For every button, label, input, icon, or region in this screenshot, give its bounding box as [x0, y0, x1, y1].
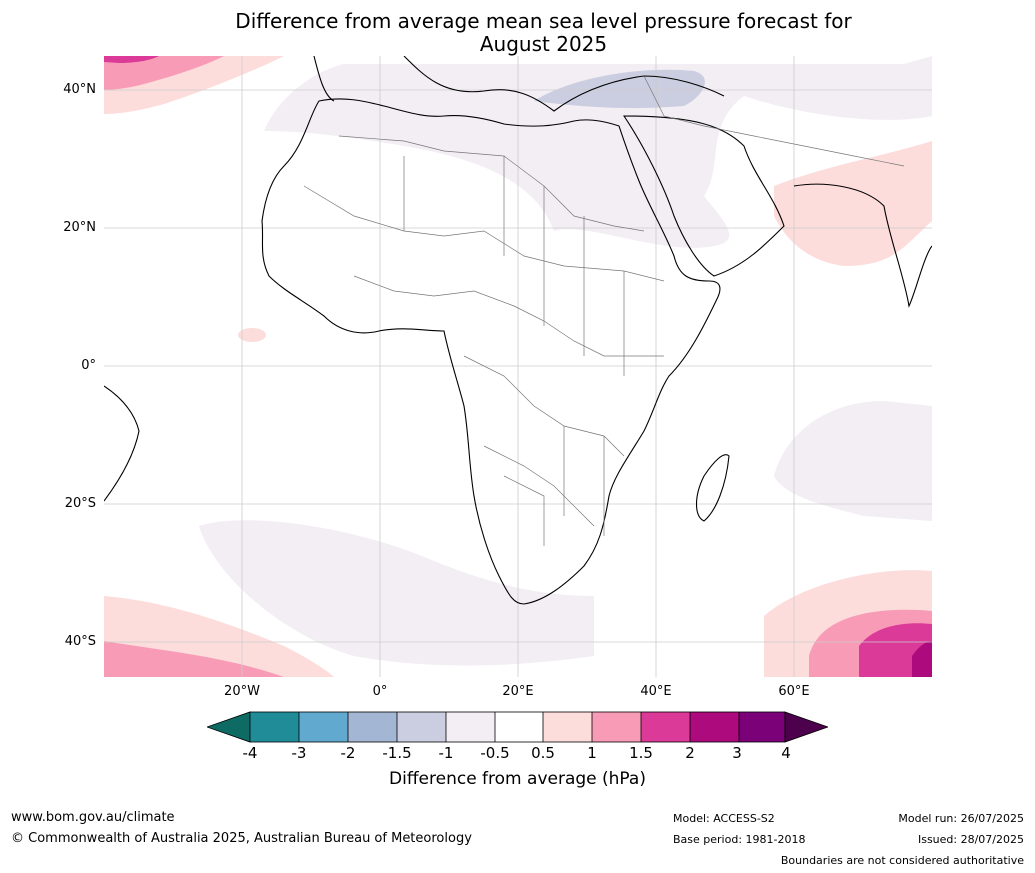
lon-label-0: 0°	[372, 684, 388, 699]
anomaly-south-atlantic-lavender	[199, 520, 594, 666]
anomaly-indian-ocean-lavender	[774, 401, 932, 521]
border-6	[403, 156, 625, 376]
anomaly-india-pink	[774, 141, 932, 266]
colorbar-tick: 1.5	[629, 744, 653, 762]
website-link[interactable]: www.bom.gov.au/climate	[11, 810, 175, 825]
base-period-text: Base period: 1981-2018	[673, 833, 806, 846]
country-borders	[303, 75, 905, 546]
europe-coastline	[313, 56, 725, 112]
coastlines	[104, 56, 932, 605]
issued-text: Issued: 28/07/2025	[917, 833, 1024, 846]
lat-label-0: 0°	[81, 358, 96, 373]
arabia-coastline	[622, 115, 785, 277]
colorbar-max-arrow	[784, 711, 830, 743]
colorbar-frame	[249, 711, 786, 743]
colorbar-tick: 1	[587, 744, 597, 762]
colorbar-bin-11	[739, 712, 785, 742]
colorbar-bin-8	[592, 712, 641, 742]
colorbar-bin-3	[348, 712, 397, 742]
copyright-text: © Commonwealth of Australia 2025, Austra…	[11, 831, 472, 846]
colorbar-bin-2	[299, 712, 348, 742]
lon-label-60e: 60°E	[778, 684, 810, 699]
colorbar	[205, 711, 830, 743]
lat-label-20n: 20°N	[63, 220, 96, 235]
lon-label-20w: 20°W	[224, 684, 260, 699]
map-title: Difference from average mean sea level p…	[0, 10, 1035, 56]
map-panel	[104, 56, 932, 677]
colorbar-tick: 2	[685, 744, 695, 762]
lon-label-20e: 20°E	[502, 684, 534, 699]
south-america-coastline	[104, 385, 140, 502]
anomaly-north-lavender	[264, 56, 932, 248]
border-4	[463, 355, 625, 457]
colorbar-dividers	[298, 712, 740, 742]
colorbar-tick: 4	[781, 744, 791, 762]
anomaly-nw-dark	[104, 56, 159, 63]
colorbar-bin-10	[690, 712, 739, 742]
colorbar-bin-4	[397, 712, 446, 742]
colorbar-bin-7	[543, 712, 592, 742]
border-7	[503, 426, 605, 546]
anomaly-nw-mid	[104, 56, 224, 90]
colorbar-tick: -1	[438, 744, 454, 762]
disclaimer-text: Boundaries are not considered authoritat…	[780, 854, 1024, 867]
colorbar-tick: 0.5	[531, 744, 555, 762]
africa-coastline	[261, 98, 721, 605]
anomaly-atlantic-blob	[238, 328, 266, 342]
graticule	[104, 56, 932, 677]
colorbar-tick: -3	[291, 744, 307, 762]
border-2	[303, 185, 665, 282]
colorbar-tick: -4	[242, 744, 258, 762]
colorbar-tick: -2	[340, 744, 356, 762]
model-text: Model: ACCESS-S2	[673, 812, 775, 825]
anomaly-mediterranean-purple	[534, 69, 705, 109]
colorbar-bin-9	[641, 712, 690, 742]
madagascar-coastline	[695, 454, 730, 522]
colorbar-tick: -0.5	[480, 744, 510, 762]
lat-label-40s: 40°S	[64, 634, 96, 649]
colorbar-tick: 3	[732, 744, 742, 762]
colorbar-label: Difference from average (hPa)	[389, 769, 646, 789]
border-5	[483, 445, 595, 527]
lat-label-40n: 40°N	[63, 82, 96, 97]
border-8	[643, 75, 905, 167]
colorbar-tick: -1.5	[382, 744, 412, 762]
anomaly-fills	[104, 56, 932, 677]
colorbar-bin-1	[250, 712, 299, 742]
colorbar-bin-6	[495, 712, 543, 742]
border-1	[338, 135, 645, 232]
anomaly-se-darkest	[912, 641, 932, 677]
map-svg	[104, 56, 932, 677]
india-coastline	[793, 183, 932, 308]
colorbar-svg	[205, 711, 830, 743]
title-line-1: Difference from average mean sea level p…	[235, 9, 852, 33]
border-3	[353, 275, 664, 357]
model-run-text: Model run: 26/07/2025	[898, 812, 1024, 825]
lat-label-20s: 20°S	[64, 496, 96, 511]
lon-label-40e: 40°E	[640, 684, 672, 699]
colorbar-min-arrow	[205, 711, 251, 743]
colorbar-bin-5	[446, 712, 495, 742]
title-line-2: August 2025	[479, 32, 608, 56]
anomaly-sw-mid	[104, 641, 284, 677]
